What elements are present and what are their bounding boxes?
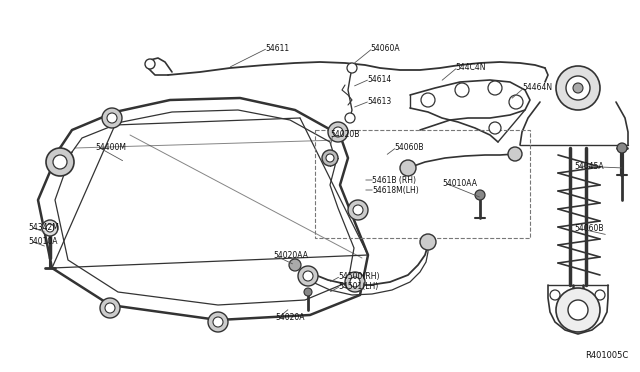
Text: 54400M: 54400M [95, 142, 126, 151]
Circle shape [350, 277, 360, 287]
Circle shape [303, 271, 313, 281]
Circle shape [595, 290, 605, 300]
Circle shape [46, 148, 74, 176]
Text: 54500(RH): 54500(RH) [338, 272, 380, 280]
Circle shape [475, 190, 485, 200]
Text: 54501(LH): 54501(LH) [338, 282, 378, 291]
Text: 54020AA: 54020AA [273, 251, 308, 260]
Text: 5461B (RH): 5461B (RH) [372, 176, 416, 185]
Circle shape [617, 143, 627, 153]
Text: 54060A: 54060A [370, 44, 399, 52]
Circle shape [304, 288, 312, 296]
Text: 54464N: 54464N [522, 83, 552, 92]
Circle shape [42, 220, 58, 236]
Text: 54618M(LH): 54618M(LH) [372, 186, 419, 195]
Circle shape [208, 312, 228, 332]
Circle shape [556, 66, 600, 110]
Text: 54611: 54611 [265, 44, 289, 52]
Circle shape [508, 147, 522, 161]
Circle shape [353, 205, 363, 215]
Text: 54020A: 54020A [275, 314, 305, 323]
Circle shape [347, 63, 357, 73]
Circle shape [488, 81, 502, 95]
Circle shape [289, 259, 301, 271]
Circle shape [213, 317, 223, 327]
Circle shape [455, 83, 469, 97]
Circle shape [345, 272, 365, 292]
Text: 54020B: 54020B [330, 129, 360, 138]
Circle shape [46, 224, 54, 232]
Circle shape [102, 108, 122, 128]
Bar [315, 130, 530, 238]
Circle shape [556, 288, 600, 332]
Text: 54010A: 54010A [28, 237, 58, 246]
Text: 54060B: 54060B [394, 142, 424, 151]
Text: 544C4N: 544C4N [455, 62, 486, 71]
Circle shape [566, 76, 590, 100]
Circle shape [53, 155, 67, 169]
Circle shape [550, 290, 560, 300]
Circle shape [568, 300, 588, 320]
Text: R401005C: R401005C [585, 350, 628, 359]
Circle shape [107, 113, 117, 123]
Text: 54045A: 54045A [574, 161, 604, 170]
Circle shape [100, 298, 120, 318]
Circle shape [489, 122, 501, 134]
Circle shape [333, 127, 343, 137]
Text: 54010AA: 54010AA [442, 179, 477, 187]
Circle shape [298, 266, 318, 286]
Circle shape [322, 150, 338, 166]
Circle shape [421, 93, 435, 107]
Circle shape [573, 83, 583, 93]
Text: 54060B: 54060B [574, 224, 604, 232]
Text: 54613: 54613 [367, 96, 391, 106]
Text: 54342M: 54342M [28, 222, 59, 231]
Circle shape [105, 303, 115, 313]
Circle shape [348, 200, 368, 220]
Circle shape [420, 234, 436, 250]
Circle shape [145, 59, 155, 69]
Circle shape [345, 113, 355, 123]
Circle shape [328, 122, 348, 142]
Circle shape [400, 160, 416, 176]
Circle shape [509, 95, 523, 109]
Circle shape [326, 154, 334, 162]
Text: 54614: 54614 [367, 74, 391, 83]
